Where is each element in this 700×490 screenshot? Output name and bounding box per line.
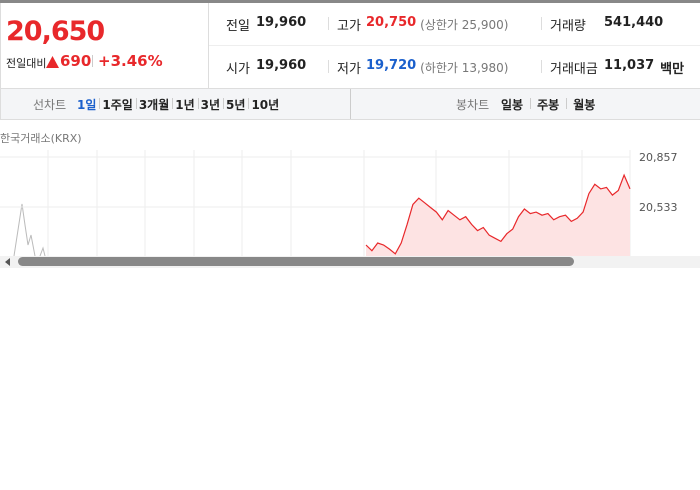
stat-unit: 백만 [660,62,685,77]
divider [208,3,209,88]
tab[interactable]: 주봉 [537,98,560,112]
stat-label: 전일 [226,19,250,34]
scroll-thumb[interactable] [18,257,574,266]
y-tick-label: 20,857 [639,151,678,164]
stat-value: 20,750 [366,15,417,30]
stat-value: 19,960 [256,58,307,73]
tab[interactable]: 5년 [226,98,246,112]
sep [328,17,329,30]
tab[interactable]: 3년 [200,98,221,112]
price: 20,650 [6,16,105,47]
sep [566,98,568,109]
stat-label: 시가 [226,62,250,77]
tab-group-label: 봉차트 [456,98,490,112]
stat-label: 고가 [337,19,361,34]
divider [209,45,700,46]
tab[interactable]: 1주일 [102,98,133,112]
sep [328,60,329,73]
change-label: 전일대비 [6,57,47,70]
source: 한국거래소(KRX) [0,132,82,145]
tab[interactable]: 1일 [77,98,97,112]
stat-note: (하한가 13,980) [420,61,509,75]
sep [197,98,199,109]
price-line [365,173,631,255]
stat-label: 거래대금 [550,62,598,77]
up-icon [46,56,59,68]
prev-line [13,203,46,256]
tab[interactable]: 월봉 [573,98,596,112]
change-pct: +3.46% [98,52,163,70]
tab[interactable]: 10년 [251,98,280,112]
sep [92,55,93,67]
tab[interactable]: 1년 [175,98,195,112]
y-tick-label: 20,533 [639,201,678,214]
stat-value: 541,440 [604,15,664,30]
tab[interactable]: 일봉 [501,98,524,112]
stat-note: (상한가 25,900) [420,18,509,32]
sep [99,98,101,109]
stat-value: 19,960 [256,15,307,30]
sep [248,98,250,109]
tab[interactable]: 3개월 [138,98,170,112]
stat-value: 19,720 [366,58,417,73]
chart: 20,857 20,533 [0,150,678,256]
sep [223,98,225,109]
sep [541,17,542,30]
stat-label: 거래량 [550,19,586,34]
tab-group-label: 선차트 [33,98,67,112]
top-border [0,0,700,3]
change: 690 [60,52,92,70]
sep [172,98,174,109]
divider [350,89,351,119]
stat-value: 11,037 [604,58,655,73]
scroll-left[interactable] [4,257,12,267]
sep [530,98,532,109]
sep [541,60,542,73]
sep [135,98,137,109]
stat-label: 저가 [337,62,361,77]
area [366,175,630,256]
